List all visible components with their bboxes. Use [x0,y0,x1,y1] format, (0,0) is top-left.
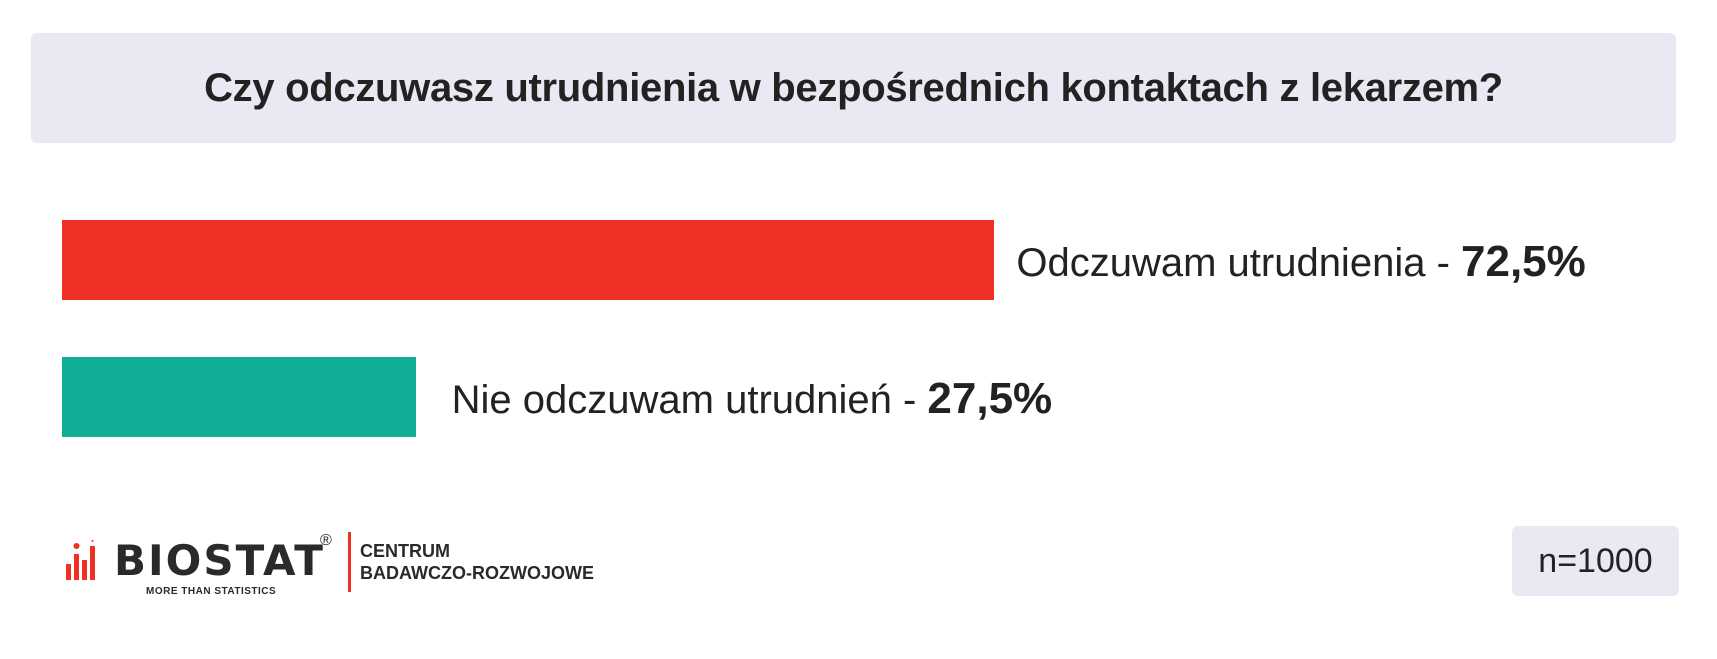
sample-size-badge: n=1000 [1512,526,1679,596]
logo-center-line1: CENTRUM [360,541,450,561]
label-separator: - [891,378,928,422]
logo-registered-mark: ® [320,532,332,549]
logo-bars-icon [66,540,95,580]
logo-center-text: CENTRUM BADAWCZO-ROZWOJOWE [360,540,594,584]
logo-center-line2: BADAWCZO-ROZWOJOWE [360,563,594,583]
value-label: 27,5% [927,374,1053,423]
biostat-logo: BIOSTAT ® MORE THAN STATISTICS CENTRUM B… [62,530,622,600]
logo-wordmark: BIOSTAT [114,536,325,585]
bar-label-2: Nie odczuwam utrudnień - 27,5% [452,377,1053,421]
category-label: Nie odczuwam utrudnień [451,378,892,422]
bar-label-1: Odczuwam utrudnienia - 72,5% [1016,240,1585,284]
title-banner: Czy odczuwasz utrudnienia w bezpośrednic… [31,33,1676,143]
sample-size-text: n=1000 [1538,541,1653,580]
label-separator: - [1425,241,1461,285]
value-label: 72,5% [1461,237,1586,286]
logo-divider [348,532,351,592]
bar-2 [62,357,416,437]
category-label: Odczuwam utrudnienia [1016,241,1426,285]
bar-1 [62,220,995,300]
bar-chart: Odczuwam utrudnienia - 72,5% Nie odczuwam… [62,220,1586,437]
logo-tagline: MORE THAN STATISTICS [146,586,277,597]
chart-title: Czy odczuwasz utrudnienia w bezpośrednic… [204,65,1503,110]
